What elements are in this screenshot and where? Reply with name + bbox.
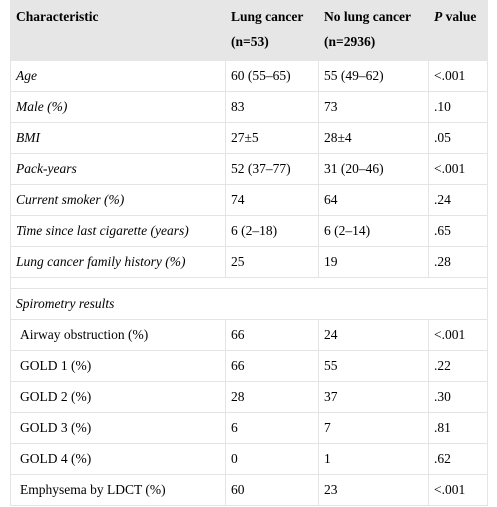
table-cell: .24 — [428, 184, 488, 216]
table-cell: 0 — [225, 443, 319, 475]
table-cell: .62 — [428, 443, 488, 475]
table-cell: 27±5 — [225, 122, 319, 154]
header-cell: Characteristic — [10, 0, 226, 61]
table-cell: BMI — [10, 122, 226, 154]
table-row: GOLD 3 (%) 6 7.81 — [10, 412, 488, 444]
table-cell: 60 (55–65) — [225, 60, 319, 92]
table-cell: .28 — [428, 246, 488, 278]
table-row: Time since last cigarette (years) 6 (2–18… — [10, 215, 488, 247]
table-cell: 28±4 — [318, 122, 429, 154]
table-cell: 25 — [225, 246, 319, 278]
table-row: Male (%) 83 73.10 — [10, 91, 488, 123]
table-cell: Airway obstruction (%) — [10, 319, 226, 351]
table-cell: .30 — [428, 381, 488, 413]
table-row: GOLD 2 (%) 28 37.30 — [10, 381, 488, 413]
table-cell: <.001 — [428, 153, 488, 185]
table-cell: Lung cancer family history (%) — [10, 246, 226, 278]
table-cell: GOLD 1 (%) — [10, 350, 226, 382]
table-cell: GOLD 3 (%) — [10, 412, 226, 444]
section-row: Spirometry results — [10, 288, 488, 320]
table-cell: 55 (49–62) — [318, 60, 429, 92]
table-cell: Time since last cigarette (years) — [10, 215, 226, 247]
table-cell: 83 — [225, 91, 319, 123]
table-cell: .05 — [428, 122, 488, 154]
table-row: GOLD 1 (%) 66 55.22 — [10, 350, 488, 382]
table-row: Current smoker (%) 74 64.24 — [10, 184, 488, 216]
table-row: GOLD 4 (%) 0 1.62 — [10, 443, 488, 475]
table-cell: .81 — [428, 412, 488, 444]
table-cell: <.001 — [428, 474, 488, 506]
table-cell: 6 (2–14) — [318, 215, 429, 247]
header-text: No lung cancer — [324, 9, 411, 24]
table-cell: 64 — [318, 184, 429, 216]
table-cell: <.001 — [428, 319, 488, 351]
table-cell: 19 — [318, 246, 429, 278]
table-row: Airway obstruction (%) 66 24 <.001 — [10, 319, 488, 351]
table-cell: .10 — [428, 91, 488, 123]
table-cell: 74 — [225, 184, 319, 216]
table-body: Age 60 (55–65) 55 (49–62) <.001 Male (%) 83 73… — [10, 60, 488, 506]
table-row: BMI 27±5 28±4.05 — [10, 122, 488, 154]
header-text: Lung cancer — [231, 9, 304, 24]
table-row: Emphysema by LDCT (%) 60 23 <.001 — [10, 474, 488, 506]
table-row: Pack-years 52 (37–77) 31 (20–46) <.001 — [10, 153, 488, 185]
table-cell: 1 — [318, 443, 429, 475]
table-cell: Age — [10, 60, 226, 92]
header-row: Characteristic Lung cancer (n=53) No lung c… — [10, 0, 488, 61]
table-cell: 31 (20–46) — [318, 153, 429, 185]
section-title: Spirometry results — [10, 288, 488, 320]
spacer-cell — [10, 277, 488, 289]
table-cell: .65 — [428, 215, 488, 247]
spacer-row — [10, 277, 488, 289]
header-text: value — [445, 9, 477, 24]
table-cell: 73 — [318, 91, 429, 123]
table-cell: 52 (37–77) — [225, 153, 319, 185]
table-cell: 66 — [225, 350, 319, 382]
table-cell: 7 — [318, 412, 429, 444]
header-cell: P value — [428, 0, 488, 61]
table-cell: Current smoker (%) — [10, 184, 226, 216]
table-cell: 60 — [225, 474, 319, 506]
data-table: Characteristic Lung cancer (n=53) No lung c… — [10, 0, 488, 506]
table-cell: 37 — [318, 381, 429, 413]
table-cell: Pack-years — [10, 153, 226, 185]
table-cell: 55 — [318, 350, 429, 382]
table-row: Age 60 (55–65) 55 (49–62) <.001 — [10, 60, 488, 92]
table-cell: GOLD 2 (%) — [10, 381, 226, 413]
table-row: Lung cancer family history (%) 25 19.28 — [10, 246, 488, 278]
table-cell: Emphysema by LDCT (%) — [10, 474, 226, 506]
table-cell: .22 — [428, 350, 488, 382]
table-cell: 6 (2–18) — [225, 215, 319, 247]
header-cell: Lung cancer (n=53) — [225, 0, 319, 61]
table-cell: 24 — [318, 319, 429, 351]
table-cell: 66 — [225, 319, 319, 351]
header-text: (n=53) — [231, 34, 269, 49]
header-cell: No lung cancer (n=2936) — [318, 0, 429, 61]
header-text: Characteristic — [16, 9, 99, 24]
table-cell: 6 — [225, 412, 319, 444]
table-cell: <.001 — [428, 60, 488, 92]
table-cell: 23 — [318, 474, 429, 506]
table-cell: Male (%) — [10, 91, 226, 123]
table-cell: GOLD 4 (%) — [10, 443, 226, 475]
header-text: P — [434, 9, 443, 24]
header-text: (n=2936) — [324, 34, 376, 49]
table-cell: 28 — [225, 381, 319, 413]
